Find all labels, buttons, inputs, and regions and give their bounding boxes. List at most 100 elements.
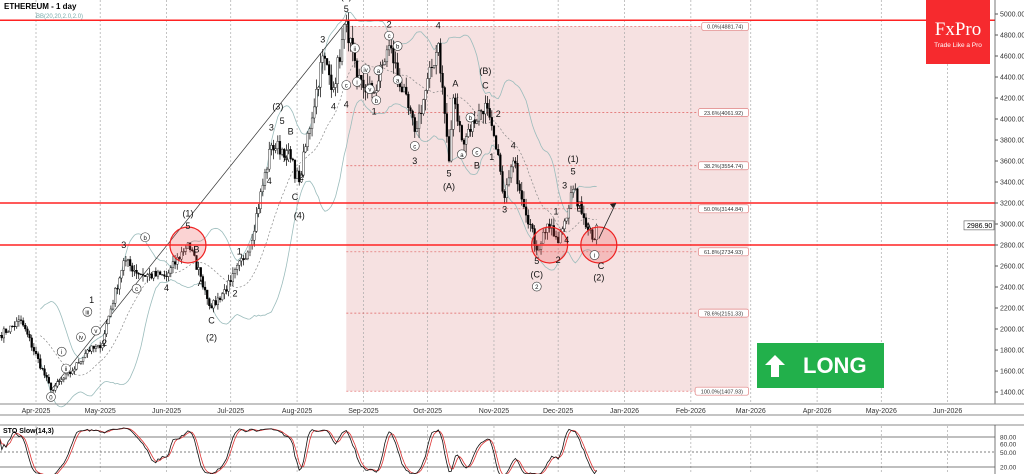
candle-up [248,244,252,253]
candle-down [52,389,55,391]
candle-up [373,92,376,94]
candle-up [428,67,431,79]
y-tick-label: 4400.00 [1000,75,1024,82]
wave-label: c [135,287,138,293]
fib-label-box [701,22,749,31]
wave-label: iii [85,310,89,316]
candle-down [293,159,297,179]
candle-up [60,379,63,382]
highlight-circle [169,226,207,264]
candle-up [180,251,183,260]
y-tick-label: 3200.00 [1000,201,1024,208]
candle-down [28,334,31,339]
candle-up [270,145,273,150]
sto-main-line [0,427,598,474]
candle-down [47,377,50,384]
long-signal-badge: LONG [757,343,884,388]
candle-down [462,139,466,145]
wave-label: B [193,244,199,254]
logo-tagline: Trade Like a Pro [934,42,982,49]
wave-label: 3 [502,204,507,214]
candle-up [537,249,540,251]
candle-up [426,78,429,91]
candle-up [146,274,149,277]
wave-label-group: 4 [344,99,349,109]
wave-label-group: 4 [267,176,272,186]
candle-down [41,368,44,370]
wave-label: c [413,144,416,150]
sto-signal-line [0,427,597,474]
wave-label: 1 [372,106,377,116]
candle-down [154,270,157,277]
wave-label: c [388,34,391,40]
x-tick-label: Mar-2026 [736,408,766,415]
y-tick-label: 4600.00 [1000,54,1024,61]
wave-label-group: v [91,325,101,336]
candle-up [94,346,98,349]
candle-down [338,57,341,62]
candle-up [73,368,76,372]
candle-up [415,128,419,132]
y-tick-label: 1800.00 [1000,348,1024,355]
wave-label-group: (2) [206,333,217,343]
wave-label: 4 [436,21,441,31]
candle-up [118,277,121,290]
candle-down [497,148,500,156]
candle-up [240,258,243,262]
candle-down [11,325,14,327]
candle-down [447,136,451,162]
candle-down [242,258,245,260]
wave-label-circle [472,147,482,157]
wave-label-group: a [392,74,403,85]
candle-up [111,303,115,310]
candle-up [375,90,378,93]
candle-down [445,113,448,137]
wave-label-group: 2 [531,281,542,292]
wave-label-group: (B) [479,66,491,76]
candle-up [81,357,85,362]
wave-label: 5 [571,167,576,177]
candle-up [107,315,110,324]
candle-up [0,335,1,337]
candle-down [37,353,40,359]
wave-label-circle [371,95,382,106]
candle-up [274,148,277,151]
indicator-label: BB(20,20,2.0,2.0) [36,14,84,20]
wave-label-circle [341,80,352,90]
candle-down [26,328,29,335]
wave-label: i [594,254,595,260]
wave-label-circle [352,77,362,87]
wave-label: v [94,329,97,335]
candle-up [216,297,219,306]
candle-down [420,112,423,115]
wave-label-group: 3 [320,34,325,44]
wave-label: ii [354,47,357,53]
wave-label: 1 [489,152,494,162]
candle-up [71,370,74,374]
candle-up [417,112,421,129]
wave-label-group: (2) [593,273,604,283]
candle-up [253,231,256,241]
candle-up [75,362,78,370]
candle-down [499,154,502,172]
candle-up [96,345,100,348]
wave-label: 4 [564,235,569,245]
x-tick-label: Apr-2025 [22,408,51,415]
candle-down [535,245,538,251]
x-tick-label: Oct-2025 [413,408,442,415]
wave-label: c [475,151,478,157]
wave-label-circle [531,281,542,292]
candle-down [32,347,35,352]
wave-label: (1) [182,209,193,219]
arrow-up-icon [765,354,785,377]
candle-down [524,206,528,216]
wave-label-circle [465,112,476,123]
wave-label: (4) [294,211,305,221]
candle-down [49,382,53,391]
candle-down [458,121,461,126]
candle-up [477,110,481,122]
wave-label: 1 [554,207,559,217]
fib-label-box [698,247,749,257]
wave-label-group: 0 [46,392,56,402]
candle-down [584,217,588,228]
